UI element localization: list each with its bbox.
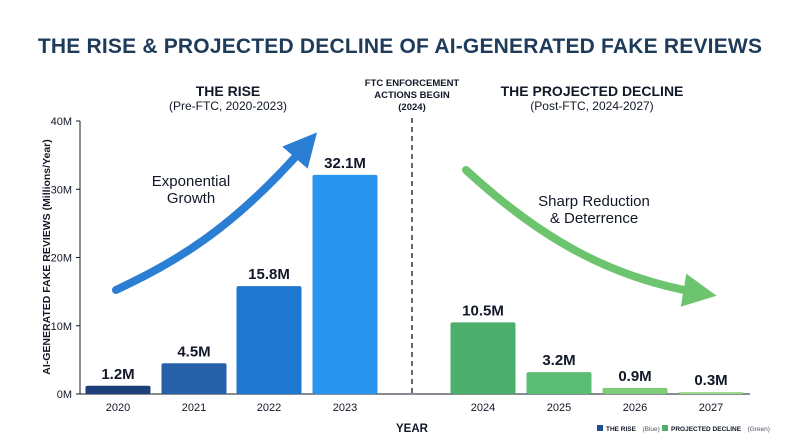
y-tick-label: 10M <box>51 321 72 333</box>
x-tick-label-2024: 2024 <box>471 402 495 414</box>
rise-phase-title: THE RISE <box>196 83 261 99</box>
x-axis-label: YEAR <box>396 423 429 435</box>
bar-2023 <box>312 174 378 394</box>
data-label-2027: 0.3M <box>694 372 727 389</box>
legend-rise-label: THE RISE <box>606 426 637 433</box>
decline-phase-subtitle: (Post-FTC, 2024-2027) <box>530 99 653 113</box>
legend: THE RISE (Blue) PROJECTED DECLINE (Green… <box>597 418 770 435</box>
x-ticks: 2020 2021 2022 2023 2024 2025 2026 2027 <box>106 402 723 414</box>
x-tick-label-2021: 2021 <box>182 402 206 414</box>
reduction-annotation-line2: & Deterrence <box>550 210 638 227</box>
x-tick-label-2020: 2020 <box>106 402 130 414</box>
bar-2024 <box>450 322 516 394</box>
rise-phase-subtitle: (Pre-FTC, 2020-2023) <box>169 99 287 113</box>
legend-decline-swatch <box>662 425 668 431</box>
data-labels: 1.2M 4.5M 15.8M 32.1M 10.5M 3.2M 0.9M 0.3M <box>101 155 727 389</box>
x-tick-label-2026: 2026 <box>623 402 647 414</box>
data-label-2026: 0.9M <box>618 368 651 385</box>
x-tick-label-2027: 2027 <box>699 402 723 414</box>
legend-decline-text: PROJECTED DECLINE (Green) <box>671 418 770 435</box>
y-tick-label: 40M <box>51 116 72 128</box>
data-label-2020: 1.2M <box>101 366 134 383</box>
ftc-event-line2: ACTIONS BEGIN <box>374 90 450 101</box>
y-tick-label: 20M <box>51 253 72 265</box>
chart-title: THE RISE & PROJECTED DECLINE OF AI-GENER… <box>38 35 762 58</box>
bar-2022 <box>236 286 302 394</box>
bars <box>85 174 744 394</box>
bar-2027 <box>678 391 744 394</box>
data-label-2024: 10.5M <box>462 302 504 319</box>
data-label-2021: 4.5M <box>177 343 210 360</box>
reduction-annotation-line1: Sharp Reduction <box>538 193 650 210</box>
growth-annotation-line2: Growth <box>167 190 215 207</box>
bar-2021 <box>161 363 227 394</box>
y-tick-label: 30M <box>51 184 72 196</box>
legend-rise-text: THE RISE (Blue) <box>606 418 660 435</box>
data-label-2025: 3.2M <box>542 352 575 369</box>
legend-rise-note: (Blue) <box>642 426 659 433</box>
bar-2026 <box>602 387 668 394</box>
x-tick-label-2022: 2022 <box>257 402 281 414</box>
data-label-2023: 32.1M <box>324 155 366 172</box>
bar-2020 <box>85 385 151 394</box>
legend-rise-swatch <box>597 425 603 431</box>
decline-arrow <box>462 166 717 307</box>
data-label-2022: 15.8M <box>248 266 290 283</box>
growth-arrow <box>112 132 318 294</box>
legend-decline-label: PROJECTED DECLINE <box>671 426 742 433</box>
y-ticks: 0M 10M 20M 30M 40M <box>51 116 80 401</box>
x-tick-label-2023: 2023 <box>333 402 357 414</box>
ftc-event-line3: (2024) <box>398 102 425 113</box>
decline-phase-title: THE PROJECTED DECLINE <box>501 83 684 99</box>
legend-decline-note: (Green) <box>748 426 770 433</box>
x-tick-label-2025: 2025 <box>547 402 571 414</box>
y-axis-label: AI-GENERATED FAKE REVIEWS (Millions/Year… <box>41 139 53 375</box>
y-tick-label: 0M <box>57 389 72 401</box>
growth-annotation-line1: Exponential <box>152 173 230 190</box>
ftc-event-line1: FTC ENFORCEMENT <box>365 78 460 89</box>
bar-2025 <box>526 372 592 394</box>
